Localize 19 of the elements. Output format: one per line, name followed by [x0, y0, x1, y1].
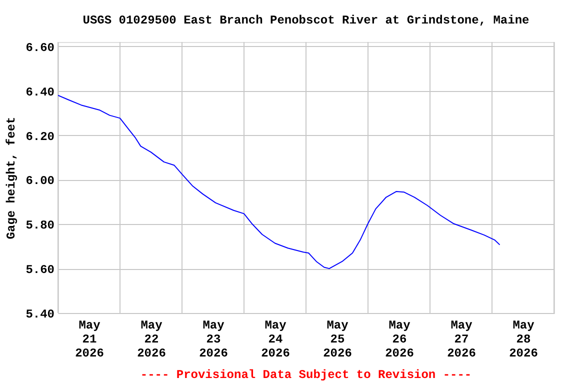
y-tick-label: 5.80 — [26, 218, 54, 233]
y-axis-title: Gage height, feet — [4, 116, 19, 240]
text: ---- Provisional Data Subject to Revision ---- — [140, 368, 472, 382]
x-tick-label: May 28 2026 — [509, 318, 538, 360]
y-tick-label: 5.40 — [26, 308, 54, 322]
x-tick-label: May 24 2026 — [261, 318, 290, 360]
chart-title: USGS 01029500 East Branch Penobscot River at Grindstone, Maine — [82, 13, 530, 28]
y-tick-label: 6.60 — [26, 40, 54, 55]
y-tick-label: 5.60 — [26, 263, 54, 278]
line-series — [58, 94, 500, 270]
y-tick-label: 6.40 — [26, 85, 54, 100]
x-tick-label: May 27 2026 — [447, 318, 476, 360]
x-tick-label: May 26 2026 — [385, 318, 414, 360]
x-tick-label: May 21 2026 — [75, 318, 104, 360]
x-tick-label: May 22 2026 — [137, 318, 166, 360]
y-tick-label: 6.00 — [26, 174, 54, 188]
x-tick-label: May 25 2026 — [323, 318, 352, 360]
x-tick-label: May 23 2026 — [199, 318, 228, 360]
y-tick-label: 6.20 — [26, 130, 54, 144]
